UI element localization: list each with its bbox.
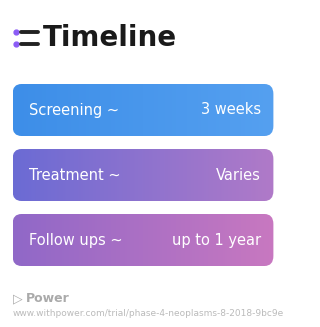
Text: Varies: Varies bbox=[216, 167, 261, 182]
Text: www.withpower.com/trial/phase-4-neoplasms-8-2018-9bc9e: www.withpower.com/trial/phase-4-neoplasm… bbox=[12, 308, 284, 318]
FancyBboxPatch shape bbox=[12, 84, 273, 136]
Text: up to 1 year: up to 1 year bbox=[172, 232, 261, 248]
Text: ▷: ▷ bbox=[12, 292, 22, 305]
Text: Follow ups ~: Follow ups ~ bbox=[28, 232, 122, 248]
Text: 3 weeks: 3 weeks bbox=[201, 102, 261, 117]
FancyBboxPatch shape bbox=[12, 214, 273, 266]
Text: Power: Power bbox=[26, 292, 70, 305]
FancyBboxPatch shape bbox=[12, 149, 273, 201]
Text: Timeline: Timeline bbox=[43, 24, 177, 52]
Text: Treatment ~: Treatment ~ bbox=[28, 167, 120, 182]
Text: Screening ~: Screening ~ bbox=[28, 102, 119, 117]
